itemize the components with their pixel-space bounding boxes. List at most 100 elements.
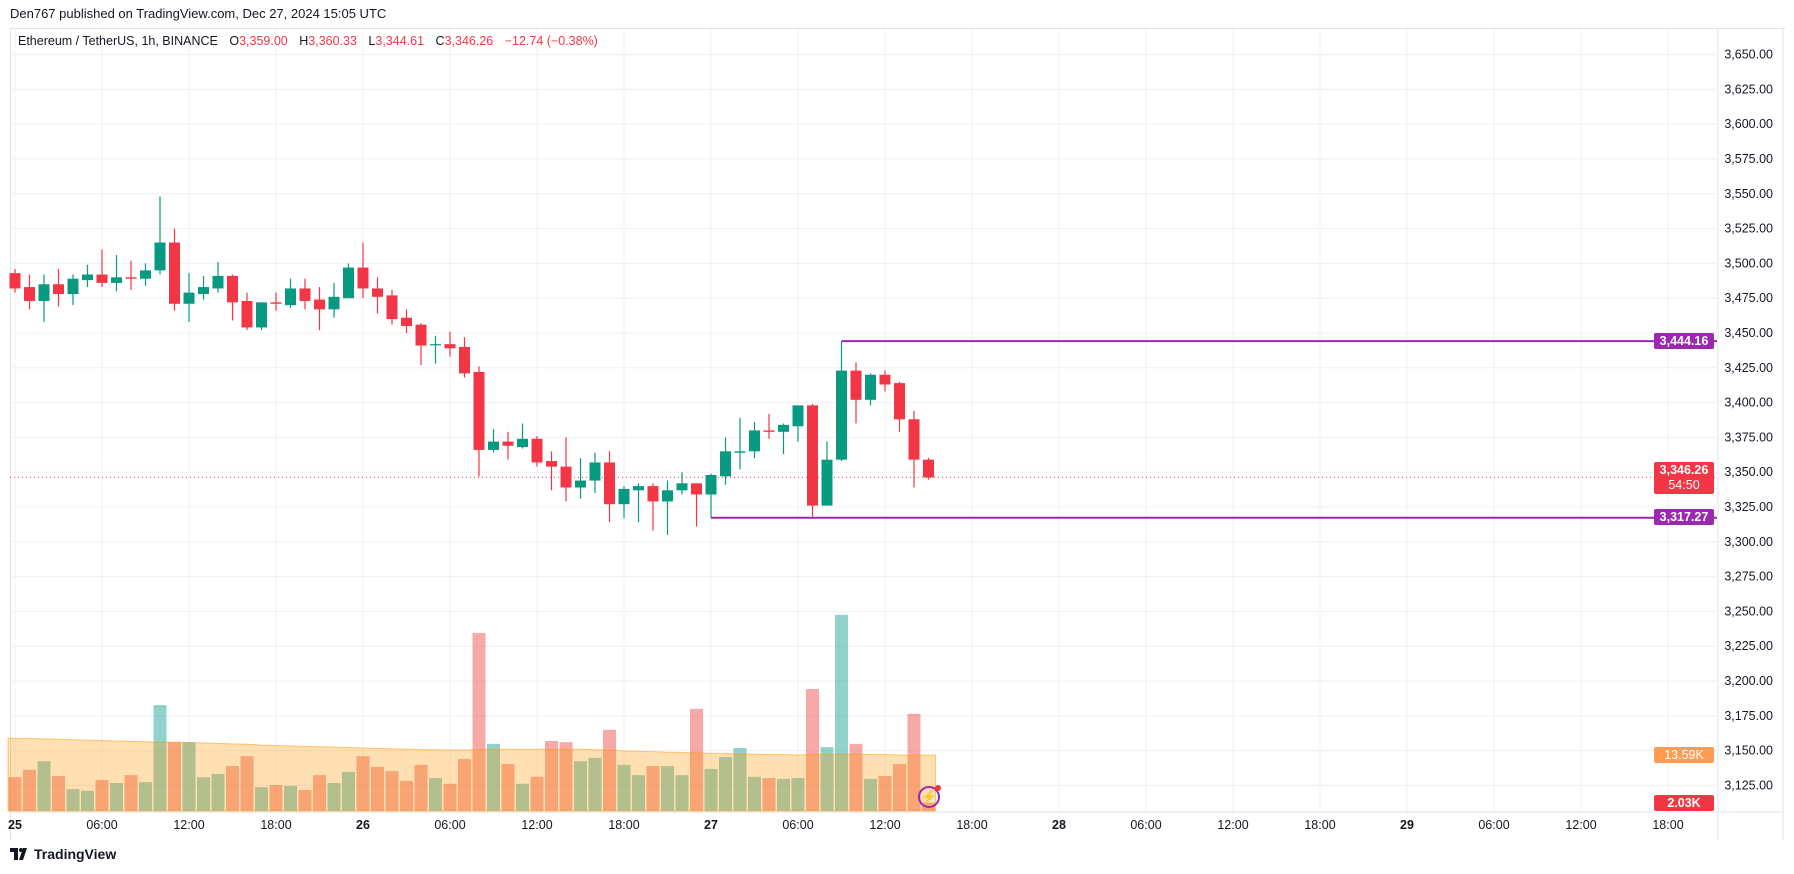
candle[interactable] <box>894 381 905 432</box>
candle[interactable] <box>879 370 891 392</box>
candle[interactable] <box>285 278 296 308</box>
low-value: 3,344.61 <box>375 34 425 48</box>
candle[interactable] <box>531 436 543 467</box>
candle[interactable] <box>125 260 137 290</box>
time-tick-label: 18:00 <box>1652 818 1683 832</box>
symbol-name[interactable]: Ethereum / TetherUS, 1h, BINANCE <box>18 34 218 48</box>
volume-bar <box>269 785 283 811</box>
candle[interactable] <box>488 429 499 453</box>
candle[interactable] <box>53 268 64 307</box>
candle[interactable] <box>314 287 325 331</box>
candle[interactable] <box>923 457 934 480</box>
volume-bar <box>675 775 689 811</box>
volume-bar <box>704 768 718 811</box>
candle[interactable] <box>241 292 253 331</box>
candle-body <box>67 278 79 295</box>
candle[interactable] <box>24 274 35 310</box>
candle[interactable] <box>198 275 209 300</box>
candle[interactable] <box>604 451 615 523</box>
candle[interactable] <box>140 263 151 286</box>
volume-bar <box>632 775 645 811</box>
candle[interactable] <box>676 472 688 495</box>
volume-bar <box>81 790 94 811</box>
volume-bar <box>530 776 544 811</box>
candle[interactable] <box>38 274 50 322</box>
time-tick-label: 06:00 <box>86 818 117 832</box>
candle[interactable] <box>836 341 847 462</box>
candle-body <box>96 274 108 283</box>
candle[interactable] <box>662 480 673 535</box>
volume-ma-area <box>7 737 936 812</box>
candle[interactable] <box>705 473 717 518</box>
volume-bar <box>66 789 80 811</box>
candle[interactable] <box>96 249 108 288</box>
candle[interactable] <box>821 441 833 506</box>
time-tick-label: 12:00 <box>173 818 204 832</box>
candle[interactable] <box>401 309 412 333</box>
price-tick-label: 3,125.00 <box>1724 778 1773 792</box>
candle[interactable] <box>517 423 528 449</box>
volume-bar <box>458 759 471 811</box>
candle[interactable] <box>575 458 586 499</box>
candle[interactable] <box>270 292 282 311</box>
candle-body <box>502 441 514 446</box>
tradingview-logo[interactable]: TradingView <box>10 846 116 862</box>
candle[interactable] <box>546 451 557 491</box>
candle[interactable] <box>720 437 731 485</box>
time-tick-label: 06:00 <box>782 818 813 832</box>
candle[interactable] <box>647 483 659 531</box>
candle-body <box>792 405 804 427</box>
candle[interactable] <box>82 264 93 288</box>
candle[interactable] <box>227 274 238 321</box>
candle[interactable] <box>618 486 630 519</box>
low-label: L <box>368 34 376 48</box>
candle[interactable] <box>415 323 427 366</box>
candle[interactable] <box>502 431 514 460</box>
candle[interactable] <box>386 289 398 325</box>
candle[interactable] <box>111 255 122 292</box>
candle[interactable] <box>589 452 601 494</box>
candle[interactable] <box>763 413 775 439</box>
candle[interactable] <box>444 331 456 357</box>
candle[interactable] <box>357 242 369 299</box>
volume-bar <box>211 773 225 811</box>
candle[interactable] <box>734 417 746 470</box>
candle[interactable] <box>778 423 789 455</box>
candle[interactable] <box>473 366 485 477</box>
candle-body <box>314 299 325 310</box>
candle[interactable] <box>792 405 804 442</box>
candle[interactable] <box>183 273 195 322</box>
volume-bar <box>356 756 370 811</box>
volume-bar <box>545 740 558 811</box>
candle-body <box>328 296 340 310</box>
candle[interactable] <box>67 274 79 306</box>
candle-body <box>923 459 934 478</box>
candle-body <box>82 274 93 281</box>
candle[interactable] <box>299 278 311 310</box>
candle[interactable] <box>807 403 818 517</box>
lightning-icon[interactable]: ⚡ <box>918 785 941 808</box>
candle[interactable] <box>328 282 340 318</box>
candle[interactable] <box>430 335 441 364</box>
candle-body <box>734 451 746 453</box>
candle[interactable] <box>749 422 760 459</box>
candle[interactable] <box>691 483 702 527</box>
candle[interactable] <box>154 196 166 275</box>
candle-body <box>763 430 775 432</box>
candle[interactable] <box>865 373 876 406</box>
candle[interactable] <box>9 268 21 293</box>
candle-body <box>821 459 833 506</box>
candle[interactable] <box>343 263 354 299</box>
candle[interactable] <box>850 362 862 424</box>
candle[interactable] <box>372 277 383 314</box>
candle[interactable] <box>212 262 224 293</box>
candle[interactable] <box>560 437 572 502</box>
candle[interactable] <box>633 483 644 523</box>
candle[interactable] <box>256 302 267 331</box>
candle[interactable] <box>908 410 920 488</box>
candle-body <box>38 284 50 301</box>
candle-body <box>647 486 659 502</box>
candle[interactable] <box>169 228 180 311</box>
candle[interactable] <box>459 337 470 378</box>
